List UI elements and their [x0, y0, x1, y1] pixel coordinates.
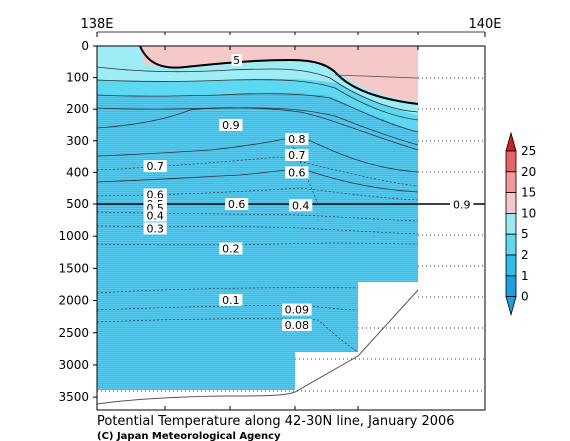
colorbar-tick-label: 15 [521, 186, 536, 200]
colorbar-swatch [505, 212, 517, 235]
y-tick-label: 0 [81, 39, 89, 53]
y-tick-label: 1000 [58, 229, 89, 243]
warm-region-fill [140, 46, 418, 102]
colorbar-swatch [505, 254, 517, 277]
y-tick-label: 100 [66, 71, 89, 85]
contour-5 [139, 46, 419, 105]
y-tick-label: 200 [66, 102, 89, 116]
contour-label: 0.6 [288, 166, 306, 179]
colorbar-bottom-arrow [505, 296, 517, 317]
colorbar-tick-label: 2 [521, 248, 529, 262]
contour-label: 0.1 [222, 294, 240, 307]
y-tick-label: 2000 [58, 294, 89, 308]
contour-label: 0.08 [285, 319, 310, 332]
contour-labels: 50.90.80.70.70.60.60.50.60.40.90.50.40.3… [143, 54, 474, 332]
y-tick-label: 400 [66, 165, 89, 179]
colorbar-swatch [505, 192, 517, 214]
colorbar-tick-label: 20 [521, 165, 536, 179]
lower-cold-fill [97, 204, 418, 390]
contour-label-bg [143, 188, 167, 201]
x-tick-label-138e: 138E [80, 17, 113, 32]
y-tick-label: 300 [66, 134, 89, 148]
contour-label: 0.09 [285, 304, 310, 317]
contour-label-bg [285, 149, 309, 162]
station-markers [164, 46, 419, 410]
contour-label-bg [450, 198, 474, 211]
y-tick-label: 500 [66, 197, 89, 211]
contour-label: 5 [233, 54, 240, 67]
contour-label: 0.4 [292, 199, 310, 212]
contour-label-bg [219, 119, 243, 131]
y-tick-label: 3000 [58, 358, 89, 372]
chart-title: Potential Temperature along 42-30N line,… [97, 414, 455, 429]
contour-label: 0.3 [146, 222, 164, 235]
top-axis: 138E 140E [80, 17, 502, 37]
contour-label: 0.6 [228, 198, 246, 211]
colorbar-tick-label: 1 [521, 269, 529, 283]
contour-label-bg [219, 242, 243, 255]
colorbar-tick-label: 10 [521, 206, 536, 220]
grid-lines [97, 77, 485, 392]
contour-label-bg [219, 293, 243, 306]
contour-label: 0.2 [222, 242, 240, 255]
bottom-white-1 [97, 390, 230, 410]
contour-label-bg [285, 166, 309, 179]
y-tick-label: 1500 [58, 261, 89, 275]
contour-label-bg [143, 209, 167, 222]
contour-5-extension [334, 74, 419, 79]
y-tick-label: 3500 [58, 390, 89, 404]
contour-label-bg [143, 160, 167, 173]
contour-label-bg [143, 222, 167, 235]
colorbar-swatch [505, 171, 517, 194]
contour-label: 0.9 [453, 198, 471, 211]
upper-contour-lines [97, 66, 419, 193]
colorbar-top-arrow [505, 131, 517, 152]
contour-label-bg [282, 303, 312, 316]
colorbar-tick-label: 0 [521, 290, 529, 304]
contour-label-bg [225, 198, 249, 210]
colorbar-swatch [505, 275, 517, 297]
contour-label: 0.8 [288, 133, 306, 146]
colorbar-swatch [505, 150, 517, 173]
colorbar-tick-label: 5 [521, 227, 529, 241]
x-tick-label-140e: 140E [468, 17, 501, 32]
credit-text: (C) Japan Meteorological Agency [97, 431, 281, 441]
y-tick-label: 2500 [58, 326, 89, 340]
plot-frame [96, 45, 486, 411]
upper-panel [97, 46, 485, 204]
contour-label-bg [289, 199, 313, 212]
y-axis-upper: 0 100 200 300 400 [66, 39, 97, 179]
contour-label-bg [285, 133, 309, 146]
colorbar-swatch [505, 233, 517, 256]
contour-label: 0.7 [146, 160, 164, 173]
lower-panel [97, 204, 419, 410]
colorbar-tick-label: 25 [521, 144, 536, 158]
y-axis-lower: 500 1000 1500 2000 2500 3000 3500 [58, 197, 97, 404]
contour-label-bg [231, 54, 242, 67]
seafloor-line [97, 289, 419, 405]
white-gap-upper [418, 46, 485, 204]
contour-label: 0.9 [222, 119, 240, 132]
contour-label: 0.7 [288, 149, 306, 162]
contour-label: 0.4 [146, 210, 164, 223]
contour-label-bg [282, 319, 312, 332]
